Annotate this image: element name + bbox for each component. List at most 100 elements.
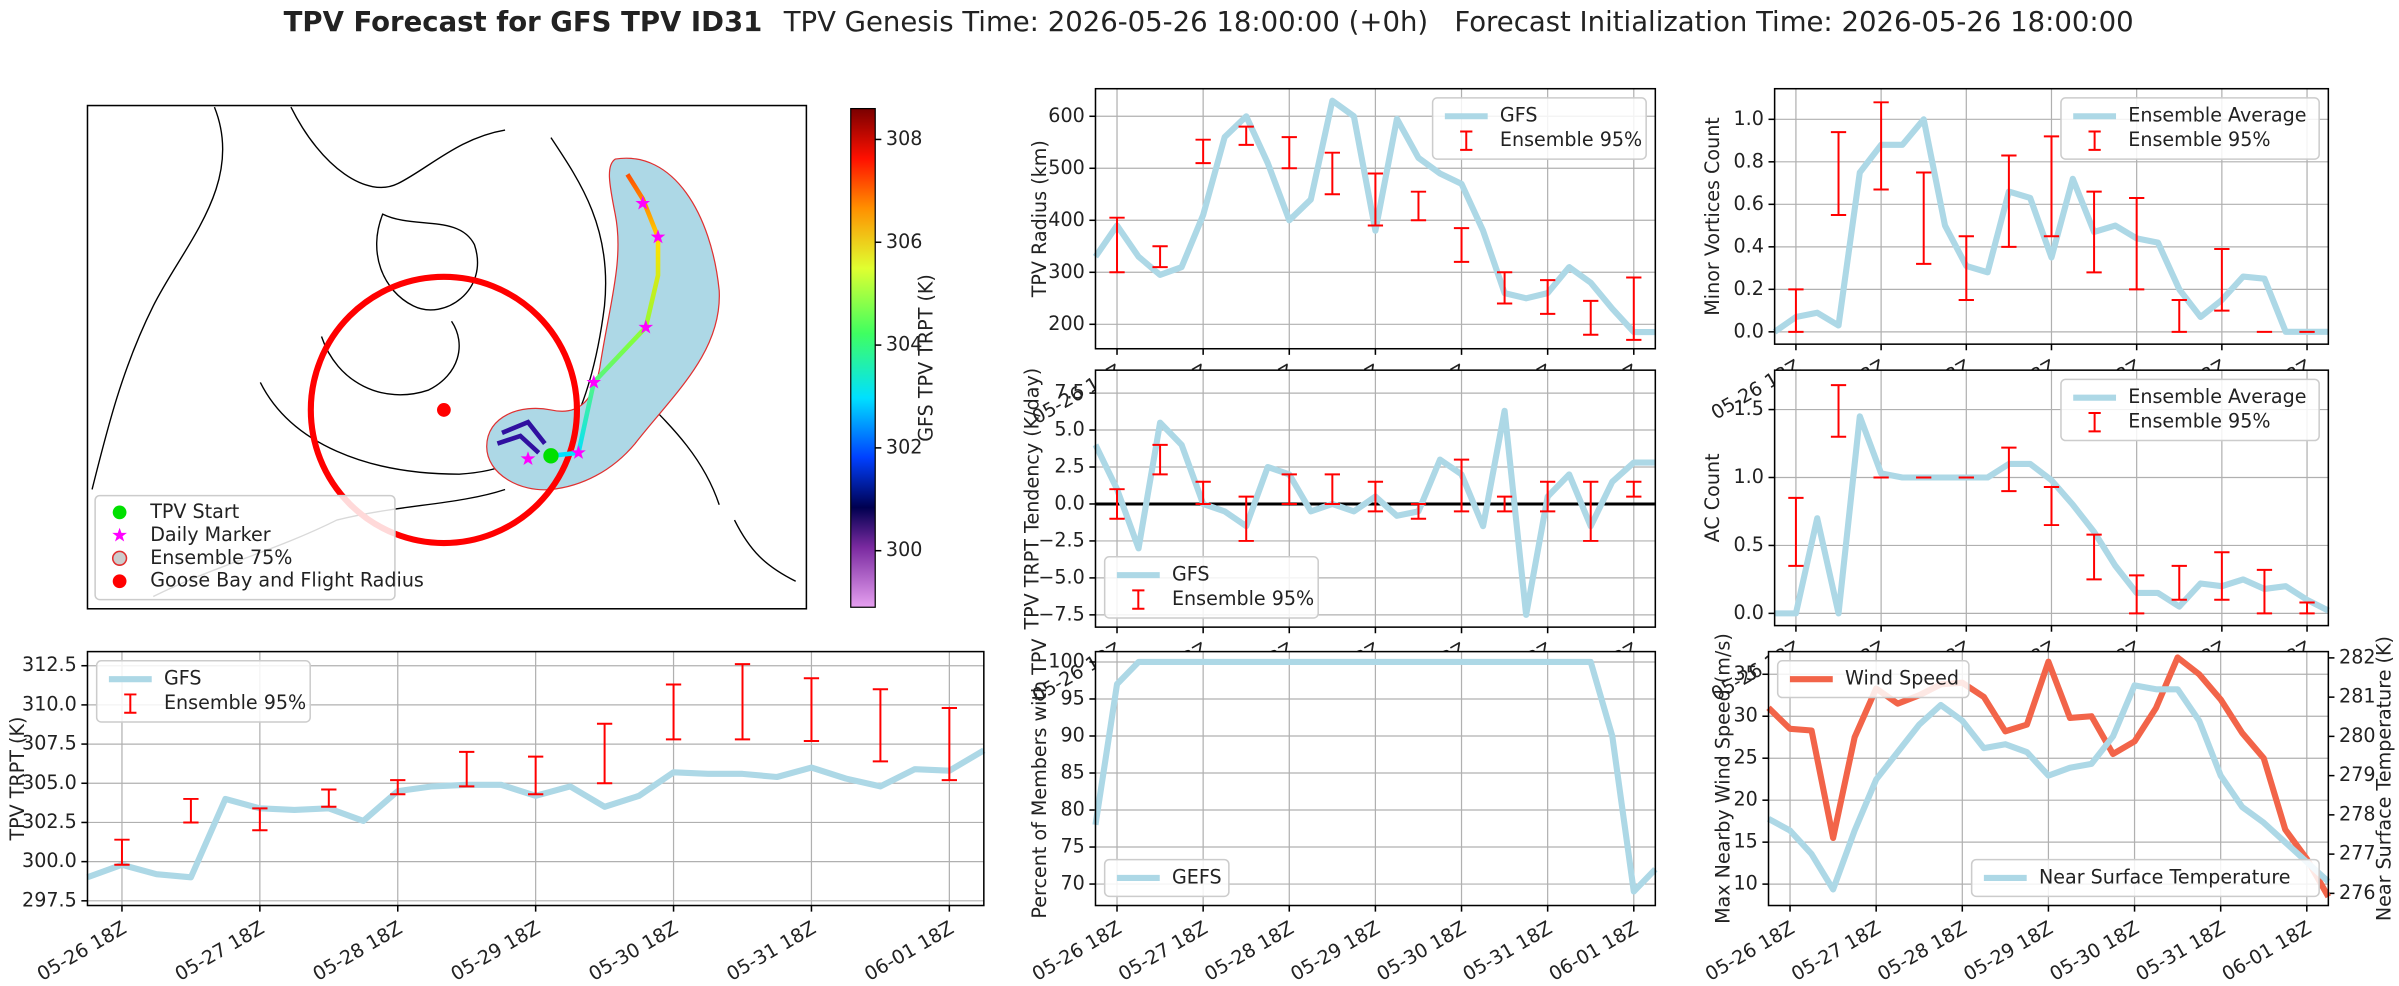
plot-frame [1773, 369, 2330, 627]
x-tick-label: 05-31 18Z [723, 916, 820, 982]
error-bar [1453, 458, 1470, 513]
x-tick-label: 06-01 18Z [1545, 916, 1642, 982]
error-bar [2129, 196, 2145, 291]
plot-frame [86, 650, 985, 907]
y-tick-label: 0.4 [1734, 234, 1764, 257]
y-tick-label: 302.5 [22, 810, 77, 833]
y-axis-label: Minor Vortices Count [1701, 117, 1724, 316]
error-bar [1626, 276, 1642, 341]
error-bar [1626, 480, 1642, 498]
legend-label: Ensemble 95% [164, 691, 306, 714]
error-bar [1238, 125, 1254, 146]
y-tick-label: 15 [1733, 830, 1757, 853]
data-line [1766, 654, 2331, 899]
legend-label: Ensemble 95% [1500, 128, 1642, 151]
error-bar [1830, 131, 1847, 216]
error-bar [1916, 171, 1932, 265]
y-tick-label: 100 [1048, 649, 1084, 672]
subtitle: TPV Genesis Time: 2026-05-26 18:00:00 (+… [783, 6, 2134, 38]
error-bar [2299, 601, 2315, 615]
y-tick-label: 95 [1060, 686, 1084, 709]
plot-frame [1767, 650, 2330, 907]
error-bar [183, 797, 199, 824]
legend-marker [2088, 411, 2101, 433]
x-tick-label: 05-27 18Z [171, 916, 268, 982]
error-bar [1367, 172, 1384, 227]
legend-box [1970, 858, 2320, 898]
y-tick-label: 25 [1733, 746, 1757, 769]
error-bar [1540, 480, 1556, 513]
error-bar [2086, 190, 2102, 274]
y-tick-label: 0.6 [1734, 192, 1764, 215]
y-tick-label: 300.0 [22, 849, 77, 872]
y-tick-label: 0.0 [1734, 601, 1764, 624]
colorbar-tick-label: 302 [886, 435, 922, 458]
y-tick-label: 70 [1060, 872, 1084, 895]
error-bar [1540, 279, 1556, 315]
error-bar [665, 683, 682, 741]
x-tick-label: 05-30 18Z [585, 916, 682, 982]
legend-marker [1132, 589, 1145, 610]
y-tick-label: 400 [1048, 208, 1084, 231]
x-tick-label: 05-28 18Z [1200, 916, 1297, 982]
y-tick-label: 1.0 [1734, 465, 1764, 488]
y2-tick-label: 277 [2339, 842, 2375, 865]
flight-radius [307, 273, 581, 547]
error-bar [1958, 235, 1974, 301]
legend-label: GFS [1172, 563, 1210, 586]
legend-label: GFS [164, 667, 202, 690]
x-tick-label: 06-01 18Z [860, 916, 957, 982]
error-bar [1152, 245, 1168, 269]
colorbar-tick-label: 306 [886, 230, 922, 253]
data-line [1092, 97, 1656, 336]
legend-label: GEFS [1172, 865, 1222, 888]
error-bar [1109, 488, 1125, 520]
y-tick-label: 0.5 [1734, 533, 1764, 556]
legend-marker [112, 574, 127, 589]
x-tick-label: 05-27 18Z [1787, 916, 1884, 982]
legend-label: Ensemble 95% [2128, 410, 2270, 433]
data-line [86, 747, 986, 881]
error-bar [1324, 473, 1340, 505]
y-tick-label: 10 [1733, 872, 1757, 895]
x-tick-label: 05-30 18Z [2046, 916, 2143, 982]
y-tick-label: 2.5 [1054, 455, 1084, 478]
legend-box [94, 494, 396, 601]
error-bar [1281, 473, 1297, 505]
y-tick-label: 305.0 [22, 771, 77, 794]
y-tick-label: 0.0 [1054, 491, 1084, 514]
goose-bay [436, 403, 451, 417]
legend-label: Ensemble 75% [150, 546, 292, 569]
y-tick-label: 90 [1060, 723, 1084, 746]
tpv-start [543, 448, 559, 464]
legend-label: Ensemble 95% [2128, 128, 2270, 151]
y-tick-label: 7.5 [1054, 381, 1084, 404]
y-tick-label: 85 [1060, 761, 1084, 784]
error-bar [1453, 227, 1470, 263]
track-early [496, 419, 547, 455]
legend-label: Ensemble Average [2128, 385, 2306, 408]
y-axis-label: TPV TRPT (K) [6, 717, 29, 842]
legend-label: Goose Bay and Flight Radius [150, 569, 424, 592]
y-tick-label: 300 [1048, 260, 1084, 283]
legend-box [2060, 97, 2320, 160]
x-tick-label: 05-28 18Z [1873, 916, 1970, 982]
legend-label: Daily Marker [150, 523, 271, 546]
y2-tick-label: 276 [2339, 881, 2375, 904]
x-tick-label: 06-01 18Z [2218, 916, 2315, 982]
x-tick-label: 05-31 18Z [1459, 916, 1556, 982]
error-bar [1410, 190, 1427, 222]
error-bar [390, 779, 406, 796]
y-tick-label: −7.5 [1038, 602, 1084, 625]
y-axis-label: Percent of Members with TPV [1028, 639, 1051, 919]
x-tick-label: 05-28 18Z [309, 916, 406, 982]
error-bar [596, 722, 613, 785]
y-tick-label: 0.8 [1734, 149, 1764, 172]
error-bar [1410, 502, 1427, 520]
x-tick-label: 05-29 18Z [1959, 916, 2056, 982]
error-bar [114, 838, 130, 866]
y-tick-label: 5.0 [1054, 418, 1084, 441]
colorbar-tick-label: 304 [886, 333, 922, 356]
